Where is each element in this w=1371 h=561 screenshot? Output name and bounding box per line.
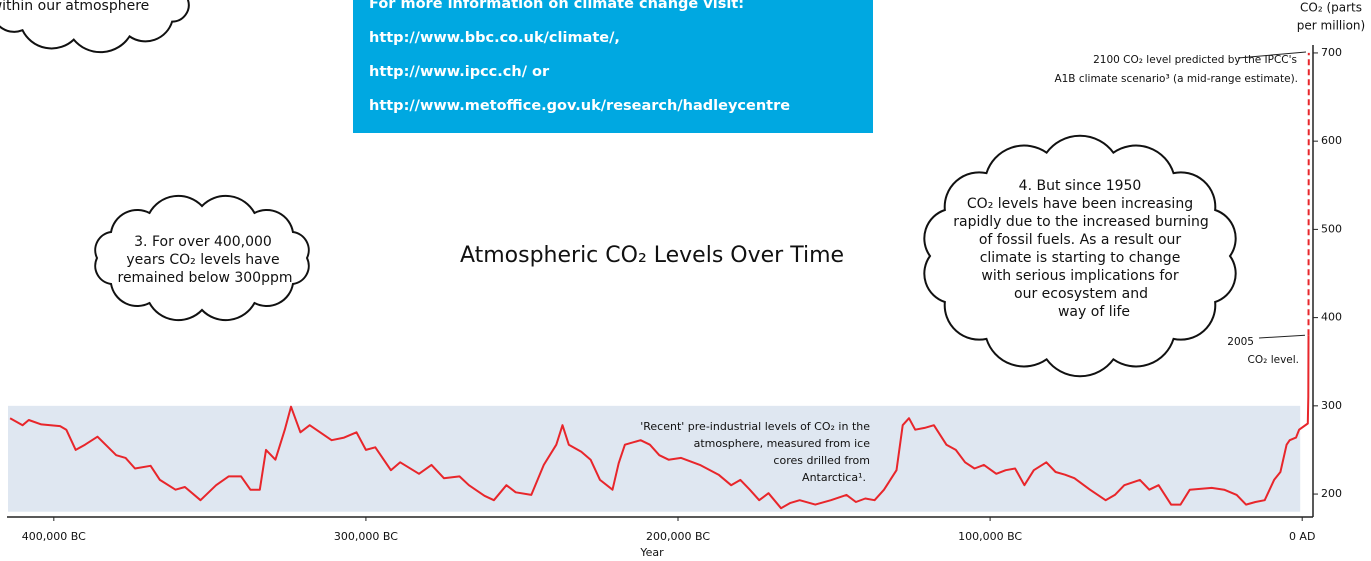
y-tick-label: 700 xyxy=(1321,46,1342,59)
cloud-text: our ecosystem and xyxy=(1014,286,1148,302)
y-tick-label: 200 xyxy=(1321,487,1342,500)
y-axis-label: CO₂ (parts xyxy=(1300,1,1362,15)
x-tick-label: 400,000 BC xyxy=(22,530,86,543)
cloud-text: rapidly due to the increased burning xyxy=(953,214,1209,230)
info-text: http://www.bbc.co.uk/climate/, xyxy=(369,30,620,46)
cloud-text: of fossil fuels. As a result our xyxy=(979,232,1182,248)
cloud-text: remained below 300ppm xyxy=(118,270,293,286)
annotation: CO₂ level. xyxy=(1248,354,1299,366)
cloud-text: with serious implications for xyxy=(981,268,1178,284)
cloud-text: way of life xyxy=(1058,304,1130,320)
chart-title: Atmospheric CO₂ Levels Over Time xyxy=(460,243,844,268)
leader-line xyxy=(1259,335,1305,338)
annotation: 'Recent' pre-industrial levels of CO₂ in… xyxy=(640,420,870,433)
cloud-text: within our atmosphere xyxy=(0,0,149,14)
cloud-text: years CO₂ levels have xyxy=(126,252,279,268)
annotation: atmosphere, measured from ice xyxy=(694,437,871,450)
annotation: Antarctica¹. xyxy=(802,471,866,484)
x-tick-label: 0 AD xyxy=(1289,530,1316,543)
y-axis-label: per million) xyxy=(1297,19,1365,33)
y-tick-label: 400 xyxy=(1321,311,1342,324)
info-text: http://www.metoffice.gov.uk/research/had… xyxy=(369,98,790,114)
x-tick-label: 100,000 BC xyxy=(958,530,1022,543)
annotation: cores drilled from xyxy=(773,454,870,467)
cloud-text: CO₂ levels have been increasing xyxy=(967,196,1193,212)
info-text: For more information on climate change v… xyxy=(369,0,744,12)
chart: Atmospheric CO₂ Levels Over Time Year 20… xyxy=(0,0,1371,561)
x-axis-label: Year xyxy=(639,546,664,559)
annotation: A1B climate scenario³ (a mid-range estim… xyxy=(1054,73,1298,85)
x-tick-label: 200,000 BC xyxy=(646,530,710,543)
cloud-text: climate is starting to change xyxy=(980,250,1181,266)
info-text: http://www.ipcc.ch/ or xyxy=(369,64,550,80)
x-tick-label: 300,000 BC xyxy=(334,530,398,543)
annotation: 2005 xyxy=(1227,336,1254,348)
cloud-text: 4. But since 1950 xyxy=(1019,178,1142,194)
y-tick-label: 600 xyxy=(1321,134,1342,147)
y-tick-label: 500 xyxy=(1321,222,1342,235)
y-tick-label: 300 xyxy=(1321,399,1342,412)
cloud-text: 3. For over 400,000 xyxy=(134,234,272,250)
